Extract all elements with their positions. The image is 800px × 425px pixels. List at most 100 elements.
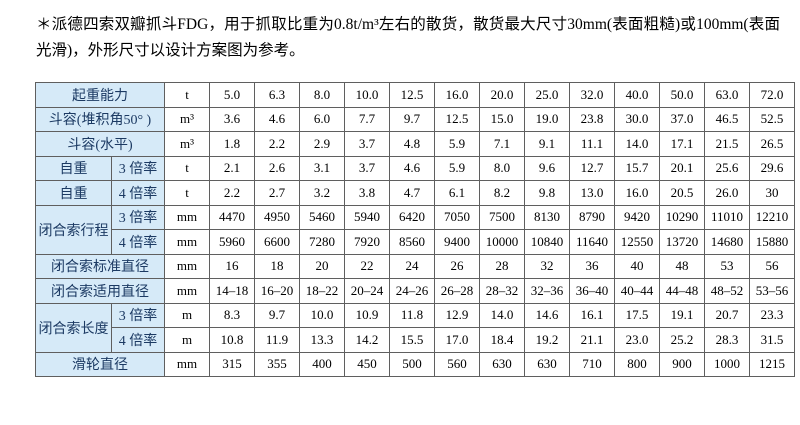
value-cell: 13720 bbox=[659, 229, 705, 255]
value-cell: 14.6 bbox=[524, 302, 570, 328]
value-cell: 6600 bbox=[254, 229, 300, 255]
value-cell: 40 bbox=[614, 253, 660, 279]
value-cell: 3.1 bbox=[299, 155, 345, 181]
unit-cell: t bbox=[164, 82, 210, 108]
value-cell: 3.2 bbox=[299, 180, 345, 206]
value-cell: 8.0 bbox=[299, 82, 345, 108]
table-row: 斗容(堆积角50° ) m³ 3.6 4.6 6.0 7.7 9.7 12.5 15.0 19.0… bbox=[35, 106, 795, 132]
value-cell: 400 bbox=[299, 351, 345, 377]
value-cell: 6.1 bbox=[434, 180, 480, 206]
value-cell: 9.6 bbox=[524, 155, 570, 181]
value-cell: 355 bbox=[254, 351, 300, 377]
value-cell: 18–22 bbox=[299, 278, 345, 304]
value-cell: 25.6 bbox=[704, 155, 750, 181]
value-cell: 5.0 bbox=[209, 82, 255, 108]
table-row: 滑轮直径 mm 315 355 400 450 500 560 630 630 710 800 900 1… bbox=[35, 351, 795, 377]
value-cell: 20.7 bbox=[704, 302, 750, 328]
unit-cell: t bbox=[164, 155, 210, 181]
value-cell: 4.6 bbox=[389, 155, 435, 181]
value-cell: 800 bbox=[614, 351, 660, 377]
value-cell: 4.7 bbox=[389, 180, 435, 206]
value-cell: 16.1 bbox=[569, 302, 615, 328]
value-cell: 12.5 bbox=[434, 106, 480, 132]
value-cell: 20–24 bbox=[344, 278, 390, 304]
value-cell: 36 bbox=[569, 253, 615, 279]
value-cell: 2.9 bbox=[299, 131, 345, 157]
value-cell: 20.0 bbox=[479, 82, 525, 108]
value-cell: 8.0 bbox=[479, 155, 525, 181]
value-cell: 63.0 bbox=[704, 82, 750, 108]
value-cell: 20.1 bbox=[659, 155, 705, 181]
row-label: 滑轮直径 bbox=[35, 351, 165, 377]
table-row: 闭合索行程 3 倍率 mm 4470 4950 5460 5940 6420 7050 7500 8… bbox=[35, 204, 795, 255]
value-cell: 14–18 bbox=[209, 278, 255, 304]
value-cell: 12550 bbox=[614, 229, 660, 255]
value-cell: 44–48 bbox=[659, 278, 705, 304]
value-cell: 16.0 bbox=[614, 180, 660, 206]
value-cell: 6.3 bbox=[254, 82, 300, 108]
value-cell: 8.2 bbox=[479, 180, 525, 206]
value-cell: 11.9 bbox=[254, 327, 300, 353]
value-cell: 25.2 bbox=[659, 327, 705, 353]
value-cell: 900 bbox=[659, 351, 705, 377]
spec-table: 起重能力 t 5.0 6.3 8.0 10.0 12.5 16.0 20.0 25.0 32.0 40… bbox=[35, 82, 795, 377]
value-cell: 12.5 bbox=[389, 82, 435, 108]
value-cell: 36–40 bbox=[569, 278, 615, 304]
value-cell: 32–36 bbox=[524, 278, 570, 304]
value-cell: 4.8 bbox=[389, 131, 435, 157]
value-cell: 15.5 bbox=[389, 327, 435, 353]
value-cell: 9420 bbox=[614, 204, 660, 230]
value-cell: 11.1 bbox=[569, 131, 615, 157]
value-cell: 5460 bbox=[299, 204, 345, 230]
row-label: 闭合索适用直径 bbox=[35, 278, 165, 304]
value-cell: 560 bbox=[434, 351, 480, 377]
value-cell: 6420 bbox=[389, 204, 435, 230]
value-cell: 630 bbox=[479, 351, 525, 377]
value-cell: 7920 bbox=[344, 229, 390, 255]
value-cell: 450 bbox=[344, 351, 390, 377]
value-cell: 14680 bbox=[704, 229, 750, 255]
unit-cell: mm bbox=[164, 278, 210, 304]
row-label: 斗容(水平) bbox=[35, 131, 165, 157]
unit-cell: mm bbox=[164, 351, 210, 377]
value-cell: 28.3 bbox=[704, 327, 750, 353]
value-cell: 3.7 bbox=[344, 155, 390, 181]
value-cell: 21.5 bbox=[704, 131, 750, 157]
value-cell: 20.5 bbox=[659, 180, 705, 206]
value-cell: 500 bbox=[389, 351, 435, 377]
value-cell: 52.5 bbox=[749, 106, 795, 132]
value-cell: 46.5 bbox=[704, 106, 750, 132]
table-row: 4 倍率 m 10.8 11.9 13.3 14.2 15.5 17.0 18.4 19.2 21.… bbox=[36, 327, 795, 353]
value-cell: 17.0 bbox=[434, 327, 480, 353]
value-cell: 18.4 bbox=[479, 327, 525, 353]
value-cell: 23.8 bbox=[569, 106, 615, 132]
row-sublabel: 4 倍率 bbox=[111, 229, 165, 255]
value-cell: 1.8 bbox=[209, 131, 255, 157]
value-cell: 24 bbox=[389, 253, 435, 279]
value-cell: 315 bbox=[209, 351, 255, 377]
value-cell: 14.2 bbox=[344, 327, 390, 353]
value-cell: 26 bbox=[434, 253, 480, 279]
table-row: 4 倍率 mm 5960 6600 7280 7920 8560 9400 10000 10840… bbox=[36, 229, 795, 255]
value-cell: 9400 bbox=[434, 229, 480, 255]
table-row: 闭合索标准直径 mm 16 18 20 22 24 26 28 32 36 40 48 53 56 bbox=[35, 253, 795, 279]
value-cell: 9.7 bbox=[389, 106, 435, 132]
unit-cell: mm bbox=[164, 253, 210, 279]
row-sublabel: 3 倍率 bbox=[111, 302, 165, 328]
value-cell: 7280 bbox=[299, 229, 345, 255]
value-cell: 16.0 bbox=[434, 82, 480, 108]
value-cell: 5.9 bbox=[434, 131, 480, 157]
value-cell: 5960 bbox=[209, 229, 255, 255]
value-cell: 10.8 bbox=[209, 327, 255, 353]
table-row: 闭合索适用直径 mm 14–18 16–20 18–22 20–24 24–26 26–28 2… bbox=[35, 278, 795, 304]
unit-cell: m³ bbox=[164, 106, 210, 132]
value-cell: 48 bbox=[659, 253, 705, 279]
value-cell: 2.2 bbox=[254, 131, 300, 157]
value-cell: 12210 bbox=[749, 204, 795, 230]
value-cell: 8130 bbox=[524, 204, 570, 230]
value-cell: 10.0 bbox=[344, 82, 390, 108]
value-cell: 26–28 bbox=[434, 278, 480, 304]
row-label: 闭合索标准直径 bbox=[35, 253, 165, 279]
value-cell: 37.0 bbox=[659, 106, 705, 132]
value-cell: 32.0 bbox=[569, 82, 615, 108]
